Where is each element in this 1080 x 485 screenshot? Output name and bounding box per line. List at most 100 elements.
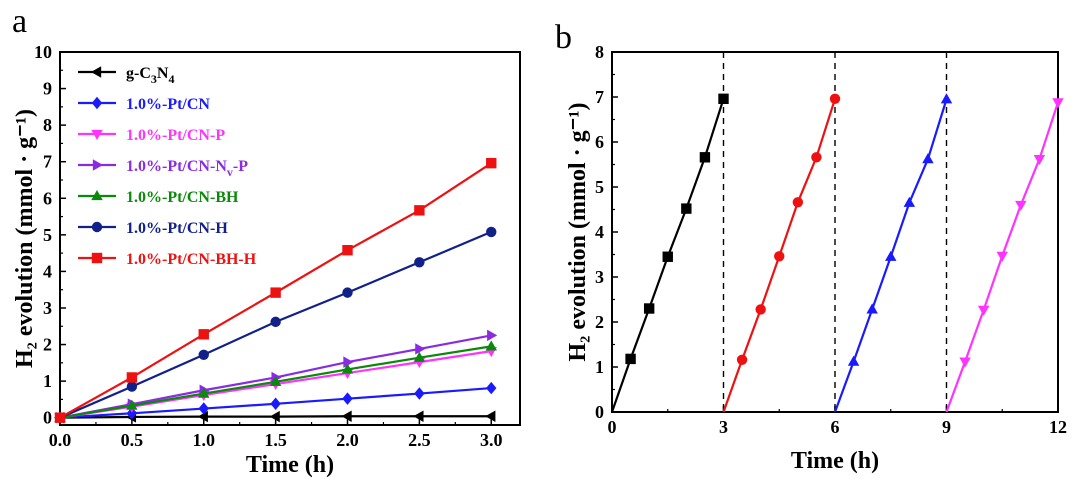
legend-label: 1.0%-Pt/CN-BH-H [126,251,257,268]
legend-label: 1.0%-Pt/CN [126,96,210,113]
data-point [413,410,424,422]
x-tick-label: 1.0 [193,430,216,450]
y-tick-label: 8 [43,115,52,135]
y-tick-label: 8 [595,42,604,62]
data-point [1033,154,1046,166]
data-point [341,363,354,374]
x-tick-label: 6 [831,417,840,437]
legend-label: 1.0%-Pt/CN-Nv-P [126,158,248,179]
data-point [736,354,748,365]
data-point [415,343,426,355]
series-a-0 [54,410,496,424]
legend-entry: g-C3N4 [78,65,174,86]
cycle-series-0 [610,93,729,413]
data-point [847,355,860,366]
data-point [940,93,953,104]
series-a-3 [55,329,498,424]
data-point [625,353,636,365]
data-point [486,157,497,169]
legend-a: g-C3N4 1.0%-Pt/CN 1.0%-Pt/CN-P 1.0%-Pt/CN-N… [78,65,257,268]
y-tick-label: 3 [595,267,604,287]
y-tick-label: 5 [595,177,604,197]
y-tick-label: 3 [43,298,52,318]
x-tick-label: 2.0 [336,430,359,450]
y-tick-label: 2 [43,335,52,355]
data-point [341,410,352,422]
y-tick-label: 6 [43,188,52,208]
legend-marker [92,159,103,171]
legend-entry: 1.0%-Pt/CN-H [78,220,228,237]
cycle-series-2 [833,93,953,413]
legend-marker [91,66,102,78]
data-point [198,387,210,398]
x-tick-label: 0.0 [49,430,72,450]
data-point [699,152,711,163]
data-point [643,303,655,314]
data-point [977,305,990,316]
legend-marker [91,221,103,233]
legend-marker [91,96,103,110]
x-tick-label: 3.0 [480,430,503,450]
data-point [829,93,841,105]
data-point [269,410,280,423]
x-tick-label: 0 [608,417,617,437]
data-point [486,226,497,238]
data-point [270,397,281,411]
data-point [718,93,729,104]
y-tick-label: 4 [43,261,52,281]
data-point [774,251,785,262]
data-point [811,152,822,163]
y-tick-label: 1 [43,371,52,391]
data-point [126,399,138,410]
data-point [54,412,66,423]
x-tick-label: 0.5 [121,430,144,450]
x-tick-label: 12 [1049,417,1067,437]
legend-entry: 1.0%-Pt/CN-P [78,127,225,144]
data-point [1015,200,1027,211]
data-point [270,316,281,328]
legend-label: 1.0%-Pt/CN-P [126,127,225,144]
y-axis-title: H₂ evolution (mmol · g⁻¹) [12,109,38,368]
data-point [866,303,878,314]
legend-marker [91,129,103,140]
data-point [486,381,497,395]
x-tick-label: 9 [942,417,951,437]
legend-entry: 1.0%-Pt/CN-Nv-P [78,158,248,179]
data-point [662,251,673,262]
data-point [792,197,804,208]
x-tick-label: 2.5 [408,430,431,450]
data-point [342,287,353,298]
y-tick-label: 0 [43,408,52,428]
legend-label: 1.0%-Pt/CN-BH [126,189,239,206]
y-tick-label: 1 [595,357,604,377]
x-tick-label: 1.5 [264,430,287,450]
x-tick-label: 3 [719,417,728,437]
panel-label-a: a [12,3,27,40]
chart-a: 0.0 0.5 1.0 1.5 2.0 2.5 3.0 0 1 2 3 4 5 6 7 8 9 10 Time (h… [12,42,521,478]
data-point [485,340,497,351]
x-axis-title: Time (h) [246,452,334,478]
data-point [126,407,138,420]
data-point [198,349,209,360]
data-point [903,196,916,207]
data-point [126,372,138,383]
data-point [414,205,425,216]
data-point [343,356,354,368]
data-point [885,250,897,261]
data-point [922,153,934,164]
data-point [414,387,425,400]
data-point [342,392,353,405]
series-a-6 [54,157,497,423]
panel-label-b: b [555,19,572,56]
data-point [414,257,425,268]
legend-marker [91,252,103,264]
y-tick-label: 4 [595,222,604,242]
y-tick-label: 2 [595,312,604,332]
data-point [755,304,766,315]
data-point [270,287,281,298]
data-point [198,402,209,415]
y-tick-label: 5 [43,225,52,245]
y-tick-label: 10 [34,42,52,62]
